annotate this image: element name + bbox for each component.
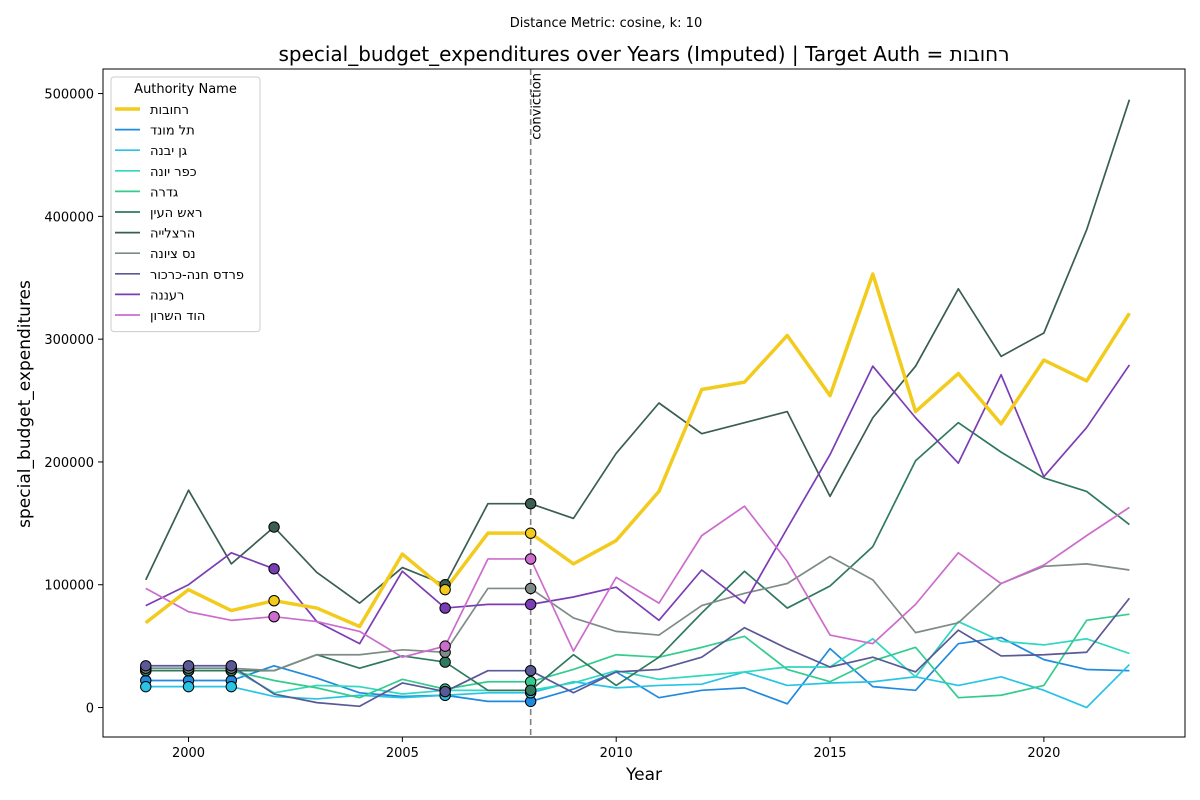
y-tick-label: 400000 — [44, 210, 94, 225]
y-tick-label: 500000 — [44, 88, 94, 103]
imputed-point — [524, 684, 537, 697]
y-axis-label: special_budget_expenditures — [15, 280, 35, 528]
imputed-point — [140, 660, 152, 672]
legend-label: ראש העין — [150, 206, 202, 221]
x-tick-label: 2020 — [1027, 746, 1060, 761]
imputed-point — [524, 598, 537, 611]
plot-frame — [102, 68, 1186, 738]
imputed-point — [268, 563, 280, 575]
legend-label: רחובות — [150, 103, 189, 118]
legend-label: פרדס חנה-כרכור — [150, 268, 244, 283]
imputed-point — [524, 664, 537, 677]
series-line — [144, 99, 1131, 605]
y-tick-label: 300000 — [44, 333, 94, 348]
series-line — [145, 663, 1131, 709]
imputed-point — [268, 594, 280, 607]
plot-area: conviction — [140, 69, 1131, 737]
y-tick-label: 200000 — [44, 456, 94, 471]
series-line — [145, 636, 1130, 705]
x-tick-label: 2015 — [813, 746, 846, 761]
legend-label: הרצלייה — [150, 227, 195, 242]
series-line — [145, 364, 1131, 645]
imputed-point — [268, 521, 280, 533]
series-line — [145, 555, 1130, 672]
legend-label: כפר יונה — [150, 165, 197, 180]
legend: Authority Name רחובות תל מונד גן יבנה כפר יו… — [110, 76, 261, 333]
series-line — [145, 613, 1130, 699]
series-line — [144, 272, 1131, 629]
x-tick-label: 2005 — [386, 746, 419, 761]
imputed-point — [140, 680, 152, 693]
imputed-point — [439, 640, 451, 652]
x-tick-label: 2010 — [600, 746, 633, 761]
imputed-point — [182, 660, 195, 672]
imputed-point — [524, 553, 537, 565]
legend-label: תל מונד — [150, 124, 195, 139]
series-line — [145, 505, 1130, 659]
legend-label: הוד השרון — [150, 309, 205, 324]
y-tick-label: 100000 — [44, 579, 94, 594]
imputed-point — [439, 583, 451, 596]
legend-label: רעננה — [150, 288, 184, 303]
imputed-point — [439, 685, 451, 698]
imputed-point — [225, 680, 238, 693]
x-tick-label: 2000 — [172, 746, 205, 761]
imputed-point — [524, 527, 537, 539]
legend-label: גן יבנה — [150, 144, 187, 159]
legend-title: Authority Name — [134, 82, 237, 97]
imputed-point — [268, 610, 280, 623]
legend-label: גדרה — [150, 185, 178, 200]
chart-title: special_budget_expenditures over Years (… — [278, 42, 1009, 66]
x-axis-label: Year — [625, 765, 662, 785]
imputed-point — [524, 497, 537, 510]
imputed-point — [225, 660, 238, 672]
imputed-point — [524, 582, 537, 595]
legend-label: נס ציונה — [150, 247, 196, 262]
series-line — [145, 597, 1131, 708]
imputed-point — [439, 602, 451, 614]
chart-suptitle: Distance Metric: cosine, k: 10 — [510, 16, 702, 31]
conviction-label: conviction — [530, 73, 545, 140]
imputed-point — [439, 656, 451, 668]
imputed-point — [182, 680, 195, 693]
series-line — [145, 421, 1130, 692]
legend-box — [110, 76, 261, 333]
y-tick-label: 0 — [86, 702, 94, 717]
